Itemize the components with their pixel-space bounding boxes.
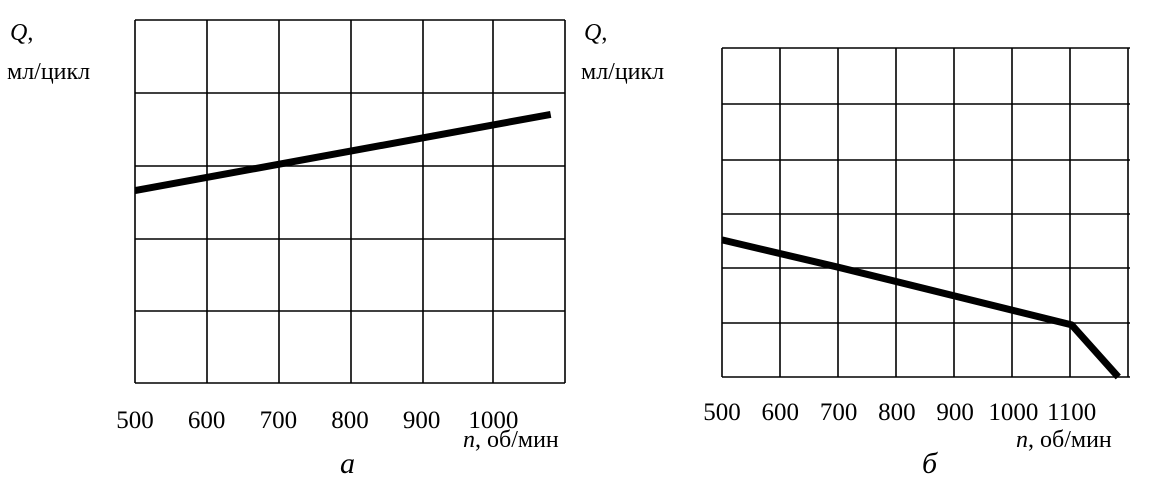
- chart-b-x-tick-label: 600: [762, 399, 800, 426]
- chart-a-y-symbol: Q,: [10, 20, 33, 46]
- chart-b-x-tick-label: 800: [878, 399, 916, 426]
- chart-b: Q, мл/цикл 500 600 700 800 900 1000 1100 n, об…: [581, 20, 1130, 479]
- chart-a-x-label: n, об/мин: [463, 427, 559, 453]
- chart-a-x-tick-label: 800: [331, 407, 369, 434]
- chart-a-x-tick-label: 700: [260, 407, 298, 434]
- chart-b-x-tick-label: 1100: [1047, 399, 1096, 426]
- chart-a-y-unit: мл/цикл: [7, 59, 90, 85]
- chart-b-x-tick-label: 500: [703, 399, 741, 426]
- chart-a-caption: а: [340, 447, 355, 479]
- chart-b-caption: б: [922, 447, 938, 479]
- chart-b-x-unit: , об/мин: [1028, 427, 1112, 453]
- chart-b-y-unit: мл/цикл: [581, 59, 664, 85]
- chart-b-series: [721, 236, 1121, 380]
- chart-b-y-symbol-text: Q: [584, 20, 601, 46]
- chart-a-y-symbol-text: Q: [10, 20, 27, 46]
- chart-a: Q, мл/цикл 500 600 700 800 900 1000 n, об/мин…: [7, 19, 566, 479]
- chart-a-grid: [134, 19, 566, 384]
- chart-a-series-line: [134, 110, 552, 195]
- chart-b-y-sep: ,: [601, 20, 607, 46]
- chart-b-x-tick-label: 700: [820, 399, 858, 426]
- chart-a-x-ticks: 500 600 700 800 900 1000: [116, 407, 518, 434]
- chart-a-x-tick-label: 900: [403, 407, 441, 434]
- chart-a-x-tick-label: 1000: [468, 407, 518, 434]
- chart-a-x-tick-label: 600: [188, 407, 226, 434]
- chart-b-x-symbol: n: [1016, 427, 1028, 453]
- chart-b-x-tick-label: 900: [936, 399, 974, 426]
- chart-a-x-symbol: n: [463, 427, 475, 453]
- chart-a-series: [134, 110, 552, 195]
- chart-a-y-sep: ,: [27, 20, 33, 46]
- chart-b-x-tick-label: 1000: [988, 399, 1038, 426]
- chart-b-x-ticks: 500 600 700 800 900 1000 1100: [703, 399, 1096, 426]
- chart-a-x-unit: , об/мин: [475, 427, 559, 453]
- chart-b-y-symbol: Q,: [584, 20, 607, 46]
- chart-a-x-tick-label: 500: [116, 407, 154, 434]
- chart-b-x-label: n, об/мин: [1016, 427, 1112, 453]
- chart-b-series-line: [721, 236, 1121, 380]
